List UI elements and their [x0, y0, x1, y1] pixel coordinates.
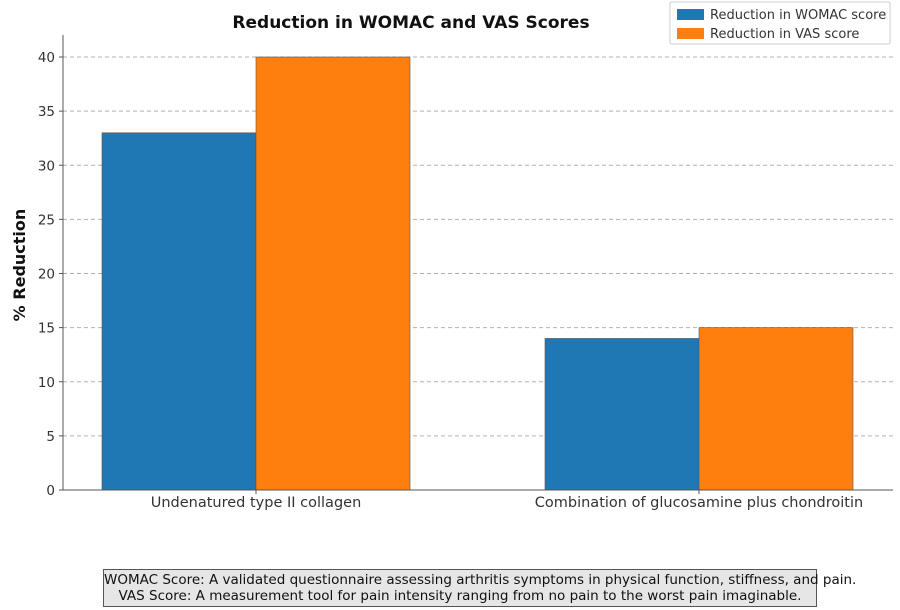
legend-swatch-vas — [677, 28, 704, 39]
y-tick-label: 20 — [38, 267, 55, 283]
bars — [101, 56, 854, 491]
y-tick-label: 5 — [46, 429, 55, 445]
y-tick-label: 25 — [38, 212, 55, 228]
x-axis-ticks: Undenatured type II collagen Combination … — [151, 490, 863, 511]
y-tick-label: 35 — [38, 104, 55, 120]
y-axis-ticks: 0 5 10 15 20 25 30 35 40 — [38, 50, 63, 499]
bar-chart: Reduction in WOMAC and VAS Scores % Redu… — [10, 1, 893, 511]
y-tick-label: 10 — [38, 375, 55, 391]
footnote-box: WOMAC Score: A validated questionnaire a… — [103, 569, 857, 607]
footnote-womac: WOMAC Score: A validated questionnaire a… — [104, 572, 857, 588]
legend: Reduction in WOMAC score Reduction in VA… — [669, 1, 891, 45]
bar-womac-1 — [544, 338, 700, 491]
y-tick-label: 15 — [38, 321, 55, 337]
bar-vas-1 — [698, 327, 854, 491]
legend-box — [669, 1, 891, 45]
y-tick-label: 30 — [38, 158, 55, 174]
y-tick-label: 40 — [38, 50, 55, 66]
bar-womac-0 — [101, 132, 257, 491]
grid-lines — [63, 56, 893, 437]
legend-label-womac: Reduction in WOMAC score — [710, 8, 886, 23]
bar-vas-0 — [255, 56, 411, 491]
chart-title: Reduction in WOMAC and VAS Scores — [232, 13, 589, 33]
x-tick-label: Undenatured type II collagen — [151, 495, 362, 511]
legend-label-vas: Reduction in VAS score — [710, 27, 859, 42]
footnote-vas: VAS Score: A measurement tool for pain i… — [118, 588, 802, 604]
y-tick-label: 0 — [46, 483, 55, 499]
y-axis-label: % Reduction — [10, 209, 29, 322]
x-tick-label: Combination of glucosamine plus chondroi… — [535, 495, 863, 511]
legend-swatch-womac — [677, 9, 704, 20]
